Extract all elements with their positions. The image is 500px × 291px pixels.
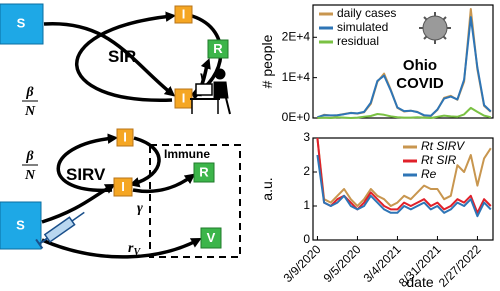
charts: 0E+0 1E+4 2E+4 # people daily casessimulated… <box>259 4 494 290</box>
gamma: γ <box>137 201 143 216</box>
syringe-icon <box>35 211 85 250</box>
node-label: I <box>123 129 127 144</box>
model-title: SIR <box>108 47 136 66</box>
node-v <box>200 227 222 249</box>
x-tick-label: 3/9/2020 <box>281 242 324 285</box>
node-label: I <box>182 90 186 105</box>
node-i <box>174 5 193 24</box>
legend-label: Rt SIR <box>421 153 457 167</box>
node-label: R <box>199 164 209 179</box>
node-label: I <box>182 6 186 21</box>
arrow <box>56 133 119 193</box>
x-tick-label: 2/27/2022 <box>436 242 484 290</box>
sir-diagram: S I I R SIR β N γ <box>0 3 231 119</box>
n: N <box>24 168 36 183</box>
node-r <box>193 162 215 183</box>
legend-label: residual <box>337 34 379 48</box>
sirv-diagram: Immune S I I R V SIRV β N γ rV <box>0 128 241 259</box>
y-tick-label: 1 <box>303 198 310 212</box>
y-axis-label: a.u. <box>259 177 275 200</box>
virus-icon <box>419 12 451 44</box>
arrow <box>43 22 176 97</box>
y-tick-label: 1E+4 <box>282 70 311 84</box>
y-axis-label: # people <box>259 34 275 88</box>
arrow <box>128 136 161 188</box>
annotation: COVID <box>396 75 444 92</box>
series-line <box>317 106 492 119</box>
node-label: I <box>121 179 125 194</box>
series-line <box>316 154 492 218</box>
r: r <box>128 241 134 256</box>
legend-label: Rt SIRV <box>421 139 465 153</box>
node-s <box>0 3 44 45</box>
node-i <box>113 177 133 197</box>
x-axis-label: date <box>406 274 433 290</box>
y-tick-label: 2 <box>303 164 310 178</box>
beta: β <box>25 85 34 100</box>
plot-frame <box>312 137 494 241</box>
n: N <box>24 104 36 119</box>
node-i <box>116 128 134 147</box>
node-s <box>0 201 42 250</box>
legend-label: Re <box>421 167 437 181</box>
arrow <box>41 238 202 259</box>
node-r <box>207 39 229 59</box>
y-tick-label: 3 <box>303 130 310 144</box>
node-label: V <box>207 230 216 245</box>
x-tick-label: 9/5/2020 <box>321 242 364 285</box>
r-subscript: V <box>133 247 141 258</box>
series-line <box>317 16 492 119</box>
y-tick-label: 0E+0 <box>282 110 311 124</box>
arrow <box>75 11 177 102</box>
y-tick-label: 2E+4 <box>282 29 311 43</box>
r-symbol: rV <box>128 241 141 258</box>
node-label: R <box>213 41 223 56</box>
annotation: Ohio <box>403 57 437 74</box>
y-tick-label: 0 <box>303 232 310 246</box>
gamma: γ <box>200 69 206 84</box>
series-line <box>316 137 492 207</box>
node-label: S <box>16 217 25 232</box>
person-icon <box>190 68 231 115</box>
legend-label: simulated <box>337 20 388 34</box>
immune-box <box>149 144 241 258</box>
immune-label: Immune <box>164 147 210 161</box>
legend-label: daily cases <box>337 6 396 20</box>
model-title: SIRV <box>66 165 106 184</box>
node-label: S <box>17 15 26 30</box>
beta: β <box>25 149 34 164</box>
arrow <box>132 173 196 194</box>
